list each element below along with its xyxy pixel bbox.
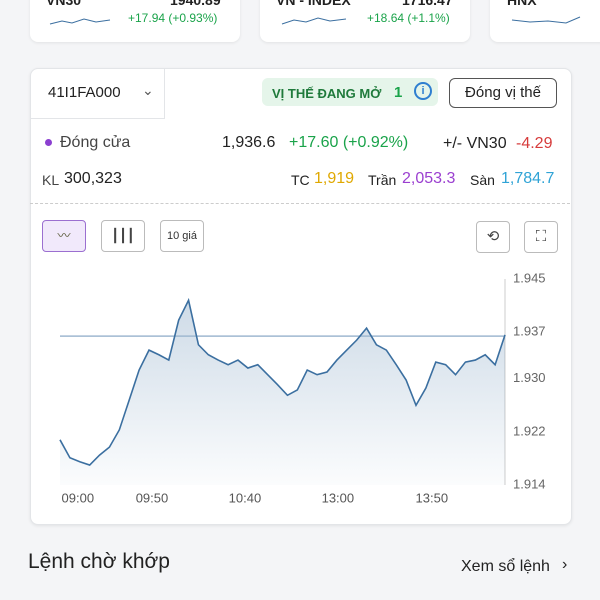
ceiling-value: 2,053.3: [402, 170, 456, 187]
depth-button[interactable]: 10 giá: [160, 220, 204, 252]
volume: 300,323: [64, 170, 122, 187]
floor-value: 1,784.7: [501, 170, 555, 187]
rotate-button[interactable]: ⟲: [476, 221, 510, 253]
ticker-name: HNX: [507, 0, 537, 8]
y-tick-label: 1.945: [513, 270, 546, 285]
chevron: ›: [562, 556, 568, 573]
info-icon[interactable]: i: [414, 82, 432, 100]
legend-dot: [45, 139, 52, 146]
y-tick-label: 1.930: [513, 370, 546, 385]
position-badge-text: VỊ THẾ ĐANG MỞ: [272, 86, 382, 101]
price-line: [59, 297, 506, 466]
ticker-price: 1940.89: [170, 0, 221, 8]
sparkline: [511, 16, 581, 24]
ticker-card[interactable]: [30, 0, 240, 42]
sparkline: [49, 18, 111, 25]
x-tick-label: 13:00: [322, 490, 355, 505]
x-tick-label: 10:40: [229, 490, 262, 505]
fullscreen-button[interactable]: ⛶: [524, 221, 558, 253]
sparkline: [281, 17, 347, 25]
x-tick-label: 09:50: [136, 490, 169, 505]
ticker-name: VN - INDEX: [276, 0, 351, 8]
y-tick-label: 1.914: [513, 476, 546, 491]
position-badge[interactable]: [262, 78, 438, 106]
close-label: Đóng cửa: [60, 134, 131, 151]
ticker-change: +18.64 (+1.1%): [367, 11, 450, 25]
close-price: 1,936.6: [222, 134, 276, 151]
y-tick-label: 1.922: [513, 423, 546, 438]
ref-label: TC: [291, 172, 310, 188]
symbol-selector[interactable]: [30, 68, 165, 119]
position-count: 1: [394, 84, 403, 101]
ticker-change: +17.94 (+0.93%): [128, 11, 218, 25]
ticker-name: VN30: [46, 0, 82, 8]
candle-chart-toggle[interactable]: ┃┃┃: [101, 220, 145, 252]
floor-label: Sàn: [470, 172, 495, 188]
sparklines: [49, 16, 581, 25]
symbol: 41I1FA000: [48, 84, 121, 101]
section-title: Lệnh chờ khớp: [28, 550, 170, 573]
dropdown-icon: ⌄: [142, 82, 154, 98]
ticker-price: 1716.47: [402, 0, 453, 8]
basis-label: +/- VN30: [443, 135, 507, 152]
volume-label: KL: [42, 172, 60, 188]
ticker-card[interactable]: [260, 0, 470, 42]
close-change: +17.60 (+0.92%): [289, 134, 409, 151]
area: [60, 300, 505, 485]
line-chart-toggle[interactable]: 〰: [42, 220, 86, 252]
x-tick-label: 13:50: [416, 490, 449, 505]
ceiling-label: Trần: [368, 172, 397, 188]
y-tick-label: 1.937: [513, 324, 546, 339]
close-position-button[interactable]: Đóng vị thế: [449, 78, 557, 108]
x-tick-label: 09:00: [62, 490, 95, 505]
ref-value: 1,919: [314, 170, 355, 187]
basis-value: -4.29: [516, 135, 553, 152]
divider: [30, 203, 570, 204]
order-book-link[interactable]: Xem sổ lệnh: [461, 558, 550, 575]
